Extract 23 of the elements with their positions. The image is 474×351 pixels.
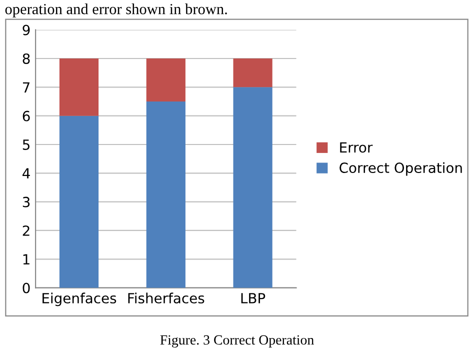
x-tick-label: Eigenfaces xyxy=(42,292,116,306)
bar xyxy=(59,116,99,288)
bar xyxy=(233,58,272,88)
y-tick-label: 3 xyxy=(22,196,30,208)
y-tick-label: 8 xyxy=(22,53,30,64)
legend-label: Error xyxy=(340,142,373,153)
legend-label: Correct Operation xyxy=(340,162,462,176)
text: Figure. 3 Correct Operation xyxy=(160,335,314,348)
y-tick-label: 2 xyxy=(22,225,30,236)
x-tick-label: LBP xyxy=(241,293,266,304)
y-tick-label: 4 xyxy=(22,168,30,178)
bar xyxy=(59,58,99,116)
y-tick-label: 0 xyxy=(22,282,30,294)
y-tick-label: 1 xyxy=(23,254,30,264)
y-tick-label: 5 xyxy=(22,140,30,150)
y-tick-label: 6 xyxy=(22,110,30,122)
y-tick-label: 7 xyxy=(22,82,30,92)
bar xyxy=(146,58,186,102)
bar xyxy=(233,87,272,288)
bar xyxy=(146,101,186,288)
y-tick-label: 9 xyxy=(22,24,30,36)
x-tick-label: Fisherfaces xyxy=(128,292,204,304)
text: operation and error shown in brown. xyxy=(5,4,227,18)
